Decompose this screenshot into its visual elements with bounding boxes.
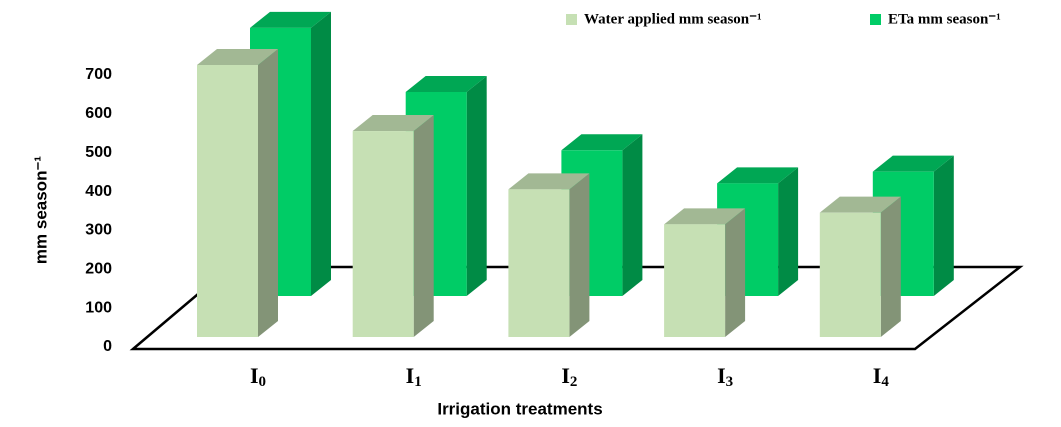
bar-top <box>819 196 901 213</box>
bar-top <box>405 76 487 92</box>
y-tick-label: 400 <box>85 183 112 200</box>
bar-top <box>664 208 746 225</box>
y-tick-label: 100 <box>85 299 112 316</box>
bar-top <box>872 155 954 172</box>
x-tick-label: I0 <box>250 363 266 390</box>
bar <box>508 173 590 337</box>
legend-label: Water applied mm season⁻¹ <box>584 11 762 27</box>
bar <box>197 49 278 337</box>
bar-side <box>725 208 746 337</box>
bar-top <box>197 49 278 65</box>
x-tick-label: I1 <box>406 363 422 390</box>
y-tick-label: 600 <box>85 105 112 122</box>
bar-front <box>352 131 414 337</box>
bar <box>352 115 434 337</box>
x-axis-title: Irrigation treatments <box>437 399 602 418</box>
y-tick-label: 0 <box>103 338 112 355</box>
bar <box>819 196 901 337</box>
bar-front <box>819 212 881 337</box>
bar-front <box>664 224 726 337</box>
bar-top <box>561 134 643 151</box>
y-tick-label: 700 <box>85 66 112 83</box>
bar-side <box>569 173 590 337</box>
x-tick-label: I2 <box>561 363 577 390</box>
y-tick-label: 200 <box>85 261 112 278</box>
bar <box>664 208 746 337</box>
bar-side <box>933 155 954 296</box>
bar-top <box>508 173 590 190</box>
y-tick-label: 500 <box>85 144 112 161</box>
x-tick-label: I3 <box>717 363 733 390</box>
bar-side <box>880 196 901 337</box>
y-axis-title: mm season⁻¹ <box>31 156 50 265</box>
bar-front <box>508 189 570 337</box>
bar-top <box>717 167 799 184</box>
bar-top <box>250 11 331 28</box>
bar-top <box>352 115 434 132</box>
bar-side <box>413 115 434 337</box>
bar-side <box>778 167 799 296</box>
legend-swatch <box>870 14 881 25</box>
legend-swatch <box>566 14 577 25</box>
y-tick-label: 300 <box>85 222 112 239</box>
legend-label: ETa mm season⁻¹ <box>888 11 1001 27</box>
x-tick-label: I4 <box>873 363 890 390</box>
bar-side <box>466 76 487 296</box>
bar-front <box>197 65 258 337</box>
bar-side <box>311 11 331 297</box>
bar-side <box>622 134 643 296</box>
bar-side <box>258 49 278 337</box>
